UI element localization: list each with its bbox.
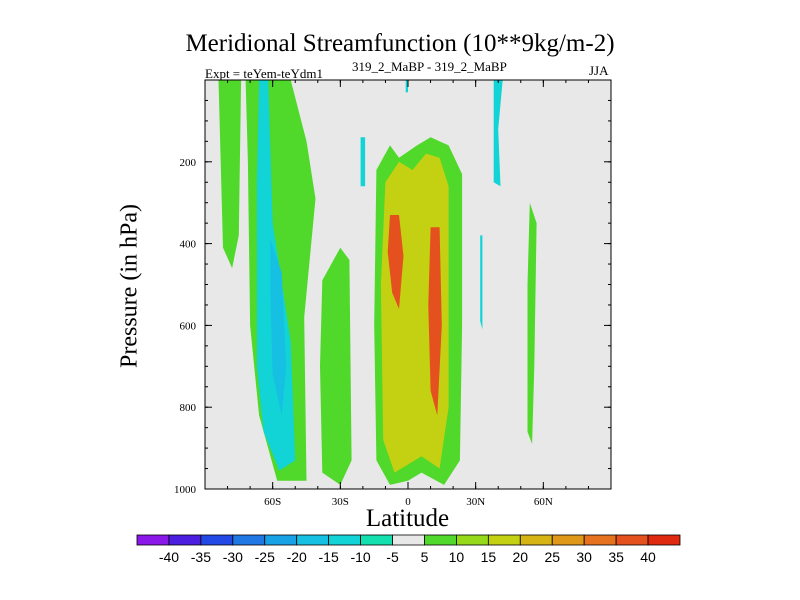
- colorbar-label-10: 15: [481, 549, 497, 565]
- colorbar-swatch-5: [296, 534, 330, 546]
- y-axis-ticks: 200 400 600 800 1000: [174, 79, 611, 496]
- contour-region-7: [387, 215, 404, 309]
- x-tick-label-2: 0: [405, 496, 411, 508]
- colorbar-label-9: 10: [449, 549, 465, 565]
- colorbar-label-8: 5: [421, 549, 429, 565]
- colorbar-label-14: 35: [608, 549, 624, 565]
- x-axis-ticks: 60S 30S 0 30N 60N: [204, 80, 612, 508]
- colorbar-swatch-1: [168, 534, 202, 546]
- colorbar-swatch-16: [647, 534, 681, 546]
- colorbar-swatch-15: [615, 534, 649, 546]
- colorbar-label-5: -15: [319, 549, 339, 565]
- colorbar-swatch-12: [519, 534, 553, 546]
- experiment-label: Expt = teYem-teYdm1: [205, 66, 323, 81]
- colorbar-label-15: 40: [640, 549, 656, 565]
- colorbar-swatch-10: [456, 534, 489, 546]
- colorbar-swatch-2: [200, 534, 234, 546]
- x-tick-label-1: 30S: [332, 496, 349, 508]
- colorbar-label-12: 25: [544, 549, 560, 565]
- contour-region-9: [527, 202, 537, 444]
- y-tick-label-0: 200: [180, 157, 197, 169]
- colorbar: -40 -35 -30 -25 -20 -15 -10 -5 5 10 15 20 25 30 35 40: [136, 534, 681, 565]
- colorbar-label-11: 20: [513, 549, 529, 565]
- colorbar-label-6: -10: [350, 549, 370, 565]
- x-tick-label-4: 60N: [534, 496, 553, 508]
- y-tick-label-4: 1000: [174, 484, 197, 496]
- colorbar-swatch-11: [487, 534, 521, 546]
- colorbar-swatch-7: [360, 534, 393, 546]
- x-tick-label-0: 60S: [264, 496, 281, 508]
- colorbar-swatch-0: [136, 534, 170, 546]
- contour-region-0: [218, 80, 242, 269]
- contour-region-13: [405, 80, 408, 93]
- y-tick-label-2: 600: [180, 320, 197, 332]
- colorbar-label-3: -25: [255, 549, 275, 565]
- colorbar-label-7: -5: [386, 549, 399, 565]
- colorbar-swatch-6: [328, 534, 361, 546]
- y-tick-label-1: 400: [180, 239, 197, 251]
- x-tick-label-3: 30N: [466, 496, 485, 508]
- contour-region-4: [320, 247, 352, 485]
- colorbar-swatch-4: [264, 534, 298, 546]
- contour-region-11: [480, 235, 483, 330]
- colorbar-label-4: -20: [287, 549, 307, 565]
- colorbar-label-13: 30: [576, 549, 592, 565]
- contour-regions: [218, 80, 537, 485]
- colorbar-label-0: -40: [159, 549, 179, 565]
- colorbar-swatch-14: [583, 534, 617, 546]
- colorbar-swatch-8: [392, 534, 425, 546]
- contour-region-10: [493, 80, 503, 187]
- colorbar-swatch-13: [551, 534, 585, 546]
- contour-region-3: [270, 239, 287, 416]
- contour-region-8: [428, 227, 442, 416]
- chart-title: Meridional Streamfunction (10**9kg/m-2): [185, 30, 615, 57]
- colorbar-swatch-3: [232, 534, 266, 546]
- y-tick-label-3: 800: [180, 402, 197, 414]
- x-axis-title: Latitude: [365, 505, 450, 532]
- contour-region-12: [360, 137, 366, 187]
- colorbar-label-1: -35: [191, 549, 211, 565]
- colorbar-swatch-9: [424, 534, 457, 546]
- colorbar-label-2: -30: [223, 549, 243, 565]
- run-label: 319_2_MaBP - 319_2_MaBP: [352, 59, 507, 74]
- season-label: JJA: [589, 63, 609, 78]
